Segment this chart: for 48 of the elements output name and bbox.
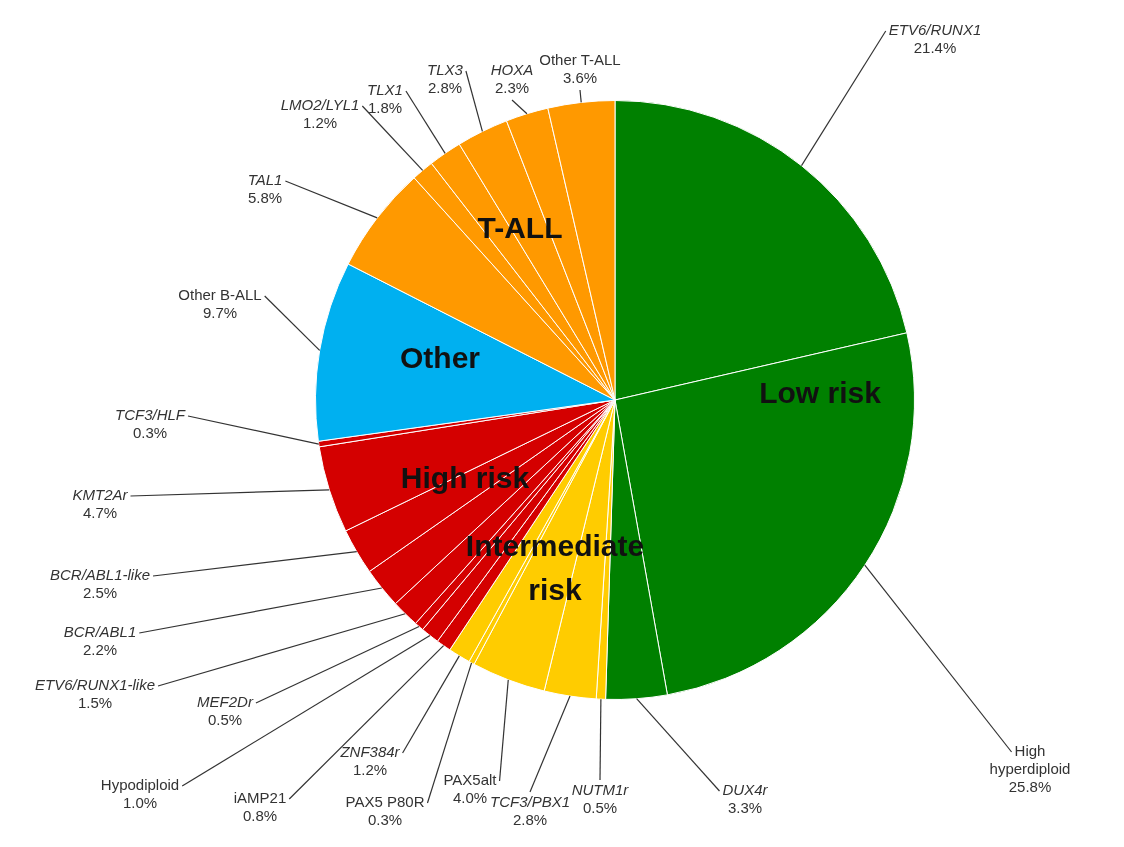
text: Other: [399, 341, 481, 375]
data-label: 2.5%: [82, 584, 118, 602]
slice-label: TAL1: [247, 171, 283, 189]
data-label: 0.5%: [582, 799, 618, 817]
slice-label: KMT2Ar: [72, 486, 129, 504]
slice-label: ETV6/RUNX1: [888, 21, 982, 39]
slice-label: TLX1: [367, 81, 403, 99]
data-label: 21.4%: [913, 39, 957, 57]
data-label: 1.2%: [302, 114, 338, 132]
text: Low risk: [759, 376, 882, 410]
slice-label: Other B-ALL: [178, 286, 262, 304]
data-label: 0.8%: [242, 807, 278, 825]
slice-label: Hypodiploid: [100, 776, 180, 794]
data-label: 9.7%: [202, 304, 238, 322]
slice-label: TCF3/HLF: [114, 406, 186, 424]
data-label: 1.8%: [367, 99, 403, 117]
slice-label: ETV6/RUNX1-like: [34, 676, 156, 694]
slice-label: Other T-ALL: [539, 51, 621, 69]
data-label: 4.0%: [452, 789, 488, 807]
slice-label: LMO2/LYL1: [280, 96, 360, 114]
slice-label: NUTM1r: [571, 781, 630, 799]
slice-label: High hyperdiploid: [989, 742, 1071, 778]
slice-label: HOXA: [490, 61, 534, 79]
data-label: 2.8%: [512, 811, 548, 829]
slice-label: PAX5alt: [443, 771, 498, 789]
slice-label: MEF2Dr: [197, 693, 254, 711]
data-label: 2.8%: [427, 79, 463, 97]
data-label: 0.3%: [132, 424, 168, 442]
slice-label: BCR/ABL1: [63, 623, 137, 641]
data-label: 1.2%: [352, 761, 388, 779]
slice-label: ZNF384r: [339, 743, 401, 761]
data-label: 3.3%: [727, 799, 763, 817]
slice-label: BCR/ABL1-like: [49, 566, 151, 584]
data-label: 5.8%: [247, 189, 283, 207]
data-label: 0.5%: [207, 711, 243, 729]
data-label: 1.0%: [122, 794, 158, 812]
data-label: 25.8%: [1008, 778, 1052, 796]
data-label: 0.3%: [367, 811, 403, 829]
slice-label: TCF3/PBX1: [489, 793, 571, 811]
slice-label: TLX3: [427, 61, 464, 79]
slice-label: iAMP21: [233, 789, 287, 807]
data-label: 1.5%: [77, 694, 113, 712]
data-label: 2.3%: [494, 79, 530, 97]
data-label: 2.2%: [82, 641, 118, 659]
slice-label: PAX5 P80R: [345, 793, 425, 811]
data-label: 3.6%: [562, 69, 598, 87]
slice-label: DUX4r: [722, 781, 769, 799]
data-label: 4.7%: [82, 504, 118, 522]
